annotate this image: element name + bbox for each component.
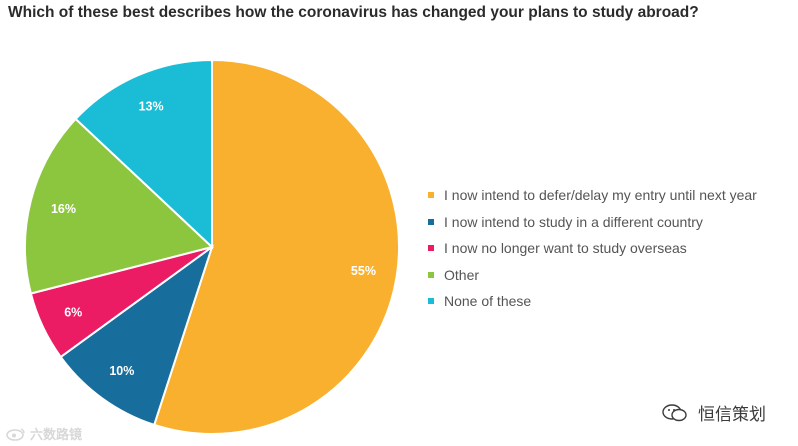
legend-swatch-4	[428, 298, 434, 305]
legend-item-2[interactable]: I now no longer want to study overseas	[428, 235, 757, 262]
legend-item-4[interactable]: None of these	[428, 288, 757, 315]
slice-value-label-4: 13%	[139, 99, 164, 113]
watermark-left-text: 六数路镜	[30, 427, 83, 442]
slice-value-label-1: 10%	[109, 364, 134, 378]
legend-swatch-3	[428, 271, 434, 278]
legend-swatch-2	[428, 245, 434, 252]
watermark-right-text: 恒信策划	[698, 405, 766, 424]
slice-value-label-0: 55%	[351, 264, 376, 278]
legend-label-4: None of these	[444, 293, 532, 310]
legend-label-1: I now intend to study in a different cou…	[444, 213, 703, 230]
legend-label-0: I now intend to defer/delay my entry unt…	[444, 187, 757, 204]
watermark-left: 六数路镜	[6, 424, 82, 443]
legend-label-2: I now no longer want to study overseas	[444, 240, 687, 257]
legend-swatch-0	[428, 192, 434, 199]
legend-swatch-1	[428, 218, 434, 225]
legend: I now intend to defer/delay my entry unt…	[428, 182, 757, 315]
pie-slice-1	[59, 244, 214, 427]
slice-value-label-2: 6%	[64, 305, 82, 319]
legend-item-3[interactable]: Other	[428, 262, 757, 289]
legend-item-0[interactable]: I now intend to defer/delay my entry unt…	[428, 182, 757, 209]
legend-label-3: Other	[444, 266, 480, 283]
pie-slice-0	[152, 58, 400, 435]
legend-item-1[interactable]: I now intend to study in a different cou…	[428, 209, 757, 236]
pie-slice-4	[74, 58, 213, 250]
chart-title: Which of these best describes how the co…	[8, 4, 699, 21]
wechat-icon	[662, 403, 687, 421]
watermark-right: 恒信策划	[662, 400, 766, 425]
pie-slice-3	[24, 117, 215, 295]
slice-value-label-3: 16%	[51, 202, 76, 216]
weibo-icon	[6, 427, 25, 441]
